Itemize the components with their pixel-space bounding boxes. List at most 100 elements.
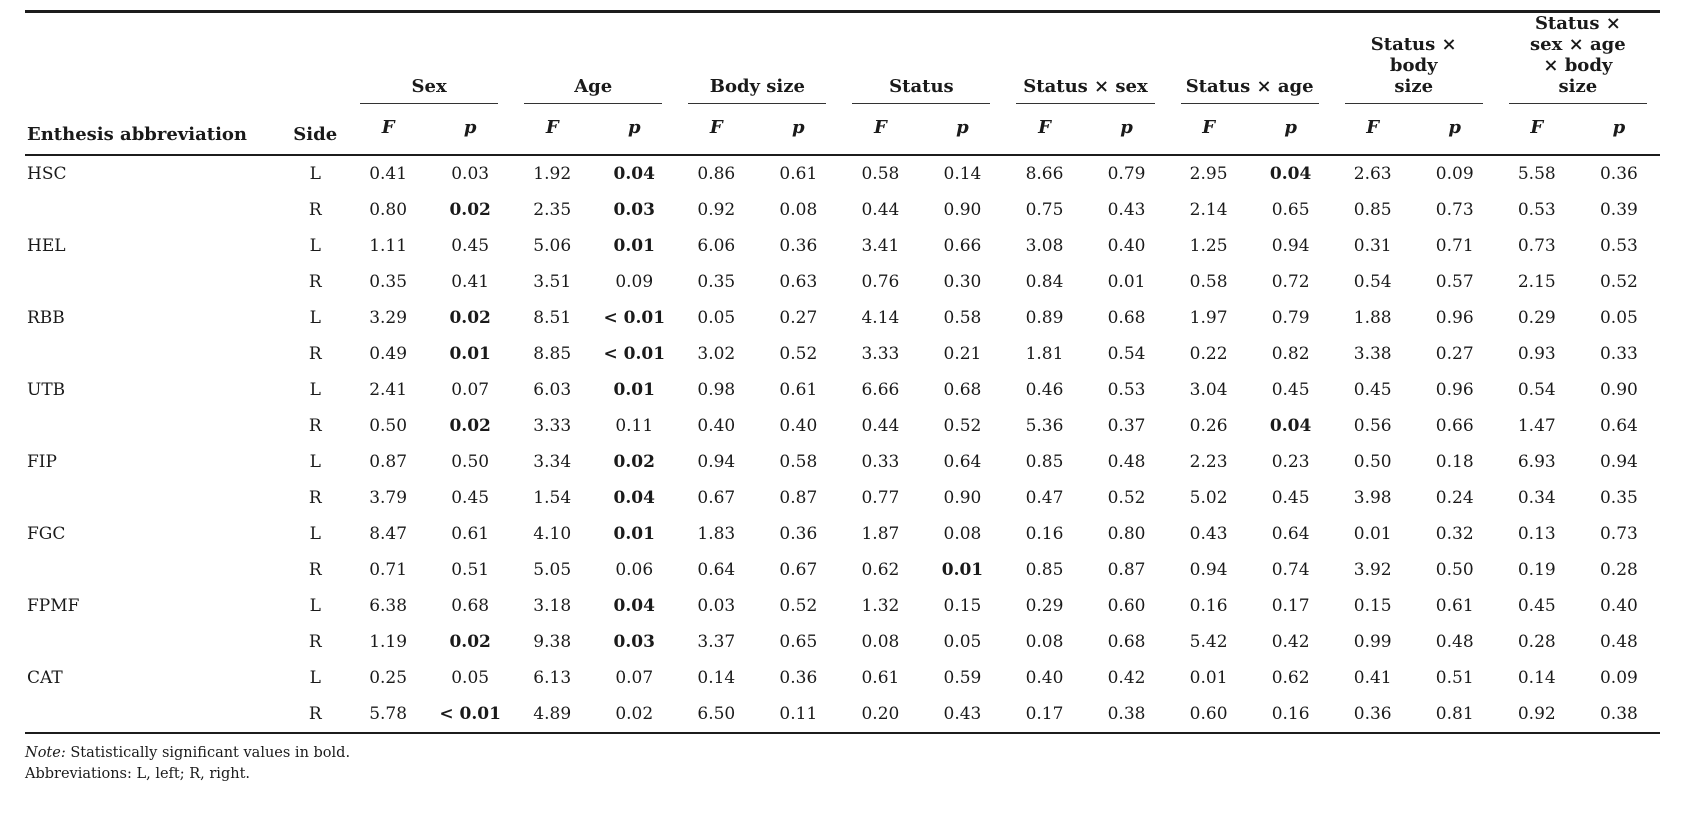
- value-cell: 0.85: [1025, 560, 1064, 580]
- enthesis-cell: [25, 624, 283, 660]
- value-cell: 0.73: [1599, 524, 1638, 544]
- table-row: UTB L 2.41 0.07 6.03 0.01 0.98 0.61 6.66 0.68 0.46…: [25, 372, 1660, 408]
- group-header-status-body-size: Status × body size: [1332, 12, 1496, 104]
- table-row: R 0.49 0.01 8.85 < 0.01 3.02 0.52 3.33 0.21 1.81 0…: [25, 336, 1660, 372]
- value-cell: 0.47: [1025, 488, 1064, 508]
- value-cell: 0.37: [1107, 416, 1146, 436]
- value-cell: 6.38: [369, 596, 408, 616]
- table-header: Enthesis abbreviation Side Sex Age Body si…: [25, 11, 1660, 156]
- side-header: Side: [283, 11, 348, 156]
- enthesis-cell: HSC: [27, 164, 67, 184]
- value-cell: 0.04: [1269, 416, 1312, 436]
- value-cell: 0.68: [943, 380, 982, 400]
- value-cell: 0.61: [779, 380, 818, 400]
- enthesis-cell: [25, 408, 283, 444]
- value-cell: 0.41: [1353, 668, 1392, 688]
- value-cell: 2.95: [1189, 164, 1228, 184]
- value-cell: 0.60: [1107, 596, 1146, 616]
- value-cell: 0.52: [779, 596, 818, 616]
- value-cell: 0.08: [779, 200, 818, 220]
- value-cell: 0.41: [369, 164, 408, 184]
- value-cell: 0.56: [1353, 416, 1392, 436]
- group-header-status-sex-age-body-size: Status × sex × age × body size: [1496, 12, 1660, 104]
- group-header-row: Enthesis abbreviation Side Sex Age Body si…: [25, 11, 1660, 156]
- value-cell: 0.52: [943, 416, 982, 436]
- table-row: FPMF L 6.38 0.68 3.18 0.04 0.03 0.52 1.32 0.15 0.2…: [25, 588, 1660, 624]
- value-cell: 0.94: [1271, 236, 1310, 256]
- value-cell: 2.35: [533, 200, 572, 220]
- table-row: R 1.19 0.02 9.38 0.03 3.37 0.65 0.08 0.05 0.08 0.6…: [25, 624, 1660, 660]
- value-cell: 0.68: [1107, 308, 1146, 328]
- value-cell: 0.71: [1435, 236, 1474, 256]
- value-cell: 0.40: [779, 416, 818, 436]
- value-cell: 0.57: [1435, 272, 1474, 292]
- note-line: Note: Statistically significant values i…: [25, 743, 1660, 764]
- enthesis-cell: CAT: [27, 668, 63, 688]
- value-cell: 0.64: [1599, 416, 1638, 436]
- value-cell: 0.40: [697, 416, 736, 436]
- value-cell: 0.53: [1107, 380, 1146, 400]
- value-cell: 0.01: [1353, 524, 1392, 544]
- value-cell: 0.02: [593, 696, 676, 734]
- value-cell: 0.27: [1435, 344, 1474, 364]
- value-cell: 0.36: [1331, 696, 1414, 734]
- value-cell: 0.14: [943, 164, 982, 184]
- value-cell: 0.35: [369, 272, 408, 292]
- value-cell: 3.38: [1353, 344, 1392, 364]
- value-cell: 5.58: [1517, 164, 1556, 184]
- enthesis-cell: UTB: [27, 380, 66, 400]
- value-cell: 6.66: [861, 380, 900, 400]
- value-cell: 8.47: [369, 524, 408, 544]
- f-column-header: F: [347, 104, 430, 156]
- table-row: R 5.78 < 0.01 4.89 0.02 6.50 0.11 0.20 0.43 0.17 0…: [25, 696, 1660, 734]
- value-cell: 0.08: [1025, 632, 1064, 652]
- value-cell: 0.01: [613, 236, 655, 256]
- value-cell: 0.79: [1107, 164, 1146, 184]
- p-column-header: p: [1413, 104, 1496, 156]
- value-cell: 0.50: [369, 416, 408, 436]
- value-cell: 3.98: [1353, 488, 1392, 508]
- side-cell: L: [309, 596, 321, 616]
- f-column-header: F: [511, 104, 594, 156]
- value-cell: 0.25: [369, 668, 408, 688]
- value-cell: 3.34: [533, 452, 572, 472]
- value-cell: 0.87: [1107, 560, 1146, 580]
- value-cell: < 0.01: [603, 344, 666, 364]
- value-cell: 0.01: [613, 380, 655, 400]
- enthesis-cell: [25, 552, 283, 588]
- enthesis-cell: FPMF: [27, 596, 80, 616]
- value-cell: 0.87: [369, 452, 408, 472]
- value-cell: 9.38: [533, 632, 572, 652]
- value-cell: 4.10: [533, 524, 572, 544]
- value-cell: 0.58: [861, 164, 900, 184]
- value-cell: 0.80: [1107, 524, 1146, 544]
- value-cell: 8.51: [533, 308, 572, 328]
- table-row: HEL L 1.11 0.45 5.06 0.01 6.06 0.36 3.41 0.66 3.08…: [25, 228, 1660, 264]
- value-cell: 0.01: [1189, 668, 1228, 688]
- value-cell: 0.86: [697, 164, 736, 184]
- table-row: FIP L 0.87 0.50 3.34 0.02 0.94 0.58 0.33 0.64 0.85…: [25, 444, 1660, 480]
- value-cell: 0.61: [861, 668, 900, 688]
- side-cell: L: [309, 668, 321, 688]
- value-cell: 0.01: [449, 344, 491, 364]
- value-cell: 0.42: [1271, 632, 1310, 652]
- value-cell: 0.21: [943, 344, 982, 364]
- value-cell: 0.04: [613, 164, 655, 184]
- value-cell: 0.51: [1435, 668, 1474, 688]
- value-cell: 5.02: [1189, 488, 1228, 508]
- value-cell: 3.08: [1025, 236, 1064, 256]
- note-text: Statistically significant values in bold…: [70, 745, 351, 761]
- value-cell: 0.45: [1517, 596, 1556, 616]
- value-cell: 0.45: [451, 488, 490, 508]
- value-cell: 2.14: [1189, 200, 1228, 220]
- side-cell: R: [308, 416, 322, 436]
- value-cell: 0.09: [615, 272, 654, 292]
- value-cell: 0.33: [1599, 344, 1638, 364]
- value-cell: 0.87: [779, 488, 818, 508]
- f-column-header: F: [675, 104, 758, 156]
- value-cell: 0.05: [451, 668, 490, 688]
- value-cell: 0.03: [613, 200, 655, 220]
- value-cell: 0.67: [779, 560, 818, 580]
- value-cell: 0.65: [1271, 200, 1310, 220]
- value-cell: 0.20: [839, 696, 922, 734]
